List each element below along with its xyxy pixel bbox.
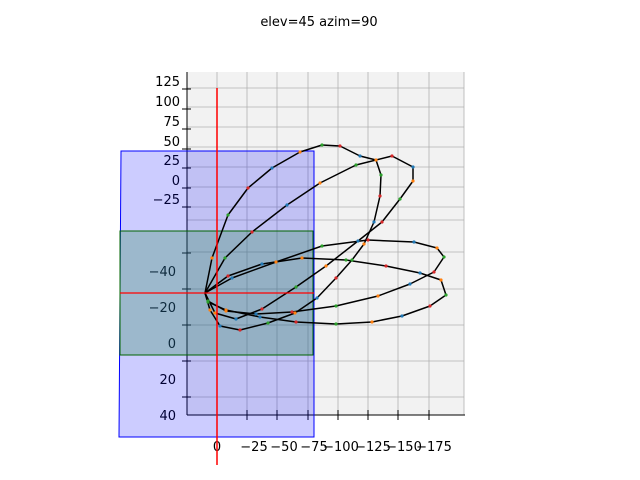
curve-marker [298,150,302,154]
curve-loop [204,155,414,320]
curve-marker [260,307,264,311]
curve-marker [411,179,415,183]
y-tick-label: −25 [153,193,180,208]
curve-marker [218,324,222,328]
curve-marker [334,276,338,280]
curve-marker [294,285,298,289]
markers [206,143,448,332]
x-ticks: 0−25−50−75−100−125−150−175 [213,410,452,455]
curve-marker [444,293,448,297]
chart-title: elev=45 azim=90 [260,15,377,30]
z-tick-label: 20 [159,373,176,388]
x-tick-label: −75 [300,440,327,455]
x-tick-label: −100 [323,440,359,455]
curve-marker [246,186,250,190]
curve-marker [374,158,378,162]
y-tick-label: 50 [163,135,180,150]
curve-marker [380,220,384,224]
curve-marker [260,262,264,266]
curve-marker [224,309,228,313]
curve-marker [411,165,415,169]
curve-marker [315,296,319,300]
curve-marker [362,242,366,246]
curve-marker [344,258,348,262]
curve-marker [439,278,443,282]
curve-marker [376,294,380,298]
curve-loop [204,257,447,325]
curve-marker [206,299,210,303]
curve-marker [408,282,412,286]
curve-marker [384,264,388,268]
red-axis-lines [120,88,314,465]
curve-marker [266,321,270,325]
y-tick-label: 100 [155,95,180,110]
curve-marker [428,304,432,308]
z-tick-label: −40 [149,265,176,280]
curve-marker [334,304,338,308]
x-tick-label: −25 [240,440,267,455]
curve-marker [398,197,402,201]
curve-marker [254,312,258,316]
curve-marker [338,144,342,148]
curve-marker [294,320,298,324]
curve-marker [223,256,227,260]
curve-marker [270,166,274,170]
curve-marker [372,220,376,224]
curve-marker [290,310,294,314]
x-tick-label: −125 [355,440,391,455]
curve-marker [300,256,304,260]
curve-marker [356,239,360,243]
x-tick-label: −175 [416,440,452,455]
curve-marker [238,328,242,332]
curve-marker [354,163,358,167]
curve-marker [334,322,338,326]
curve-marker [293,311,297,315]
x-tick-label: −150 [386,440,422,455]
curve-marker [432,270,436,274]
z-tick-label: 40 [159,409,176,424]
curve-marker [318,181,322,185]
curve-marker [418,271,422,275]
curve-marker [412,240,416,244]
curve-marker [230,276,234,280]
curve-marker [379,173,383,177]
z-tick-label: 0 [168,337,176,352]
y-tick-label: 0 [172,174,180,189]
curve-marker [350,258,354,262]
z-tick-label: −20 [149,301,176,316]
y-tick-label: 25 [163,154,180,169]
curve-marker [250,230,254,234]
curve-marker [400,314,404,318]
curve-marker [435,246,439,250]
y-tick-label: 125 [155,75,180,90]
curve-marker [226,213,230,217]
curve-marker [285,203,289,207]
y-tick-label: 75 [163,115,180,130]
z-ticks: −40 −20 0 20 40 [149,252,191,424]
curve-marker [226,274,230,278]
curve-marker [370,320,374,324]
curve-marker [390,154,394,158]
curve-marker [378,194,382,198]
curve-marker [358,154,362,158]
curve-marker [366,238,370,242]
y-ticks: 125 100 75 50 25 0 −25 [153,75,191,208]
curve-marker [442,255,446,259]
curve-marker [210,256,214,260]
curve-marker [320,244,324,248]
grid-lines [186,72,465,415]
curve-marker [274,260,278,264]
curve-marker [320,143,324,147]
x-tick-label: −50 [270,440,297,455]
curve-marker [258,315,262,319]
curve-marker [324,264,328,268]
curve-marker [213,311,217,315]
curve-marker [234,317,238,321]
curve-marker [208,308,212,312]
